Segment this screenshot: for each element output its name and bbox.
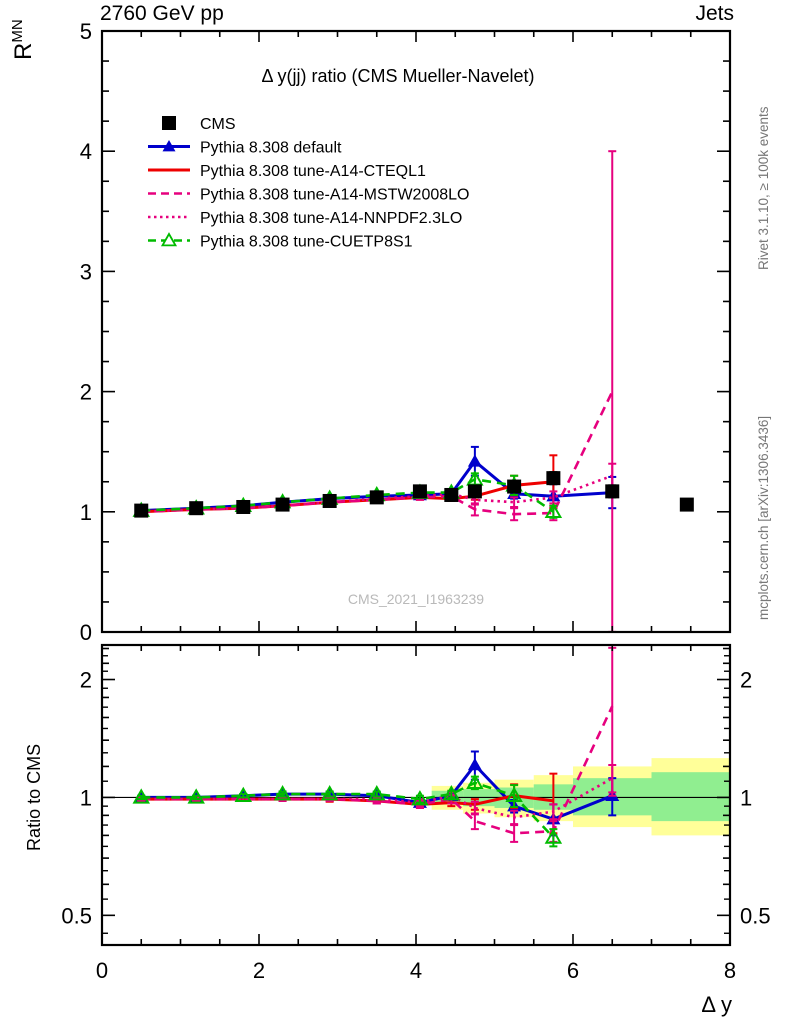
main-marker-square bbox=[134, 503, 149, 518]
main-marker-square bbox=[236, 499, 251, 514]
main-marker-triangle bbox=[467, 454, 482, 467]
header-left-label: 2760 GeV pp bbox=[100, 2, 224, 25]
xtick-label: 2 bbox=[253, 958, 265, 983]
ratio-ytick-label-right: 1 bbox=[740, 785, 752, 810]
ratio-ytick-label: 2 bbox=[80, 668, 92, 693]
ratio-marker-triangle-open bbox=[234, 786, 253, 802]
main-marker-square bbox=[467, 484, 482, 499]
xtick-label: 4 bbox=[410, 958, 422, 983]
ratio-marker-triangle-open bbox=[442, 785, 461, 801]
ratio-marker-triangle-open bbox=[466, 773, 484, 790]
main-panel-frame bbox=[100, 29, 732, 634]
main-marker-square bbox=[507, 479, 522, 494]
legend-label-4: Pythia 8.308 tune-A14-NNPDF2.3LO bbox=[200, 210, 462, 227]
legend-marker-triangle bbox=[162, 140, 176, 152]
main-line-pythia-8-308-tune-cuetp8s1 bbox=[141, 477, 555, 513]
main-marker-square bbox=[412, 484, 427, 499]
main-marker-square bbox=[679, 497, 694, 512]
main-marker-square bbox=[605, 484, 620, 499]
side-label-rivet: Rivet 3.1.10, ≥ 100k events bbox=[756, 106, 771, 270]
ratio-marker-triangle-open bbox=[187, 788, 205, 804]
ratio-marker-triangle-open bbox=[411, 790, 429, 806]
ratio-ytick-label: 0.5 bbox=[61, 903, 92, 928]
ratio-marker-triangle-open bbox=[368, 785, 386, 801]
legend-marker-cms bbox=[162, 116, 176, 130]
ratio-line-pythia-8-308-tune-a14-nnpdf2-3lo bbox=[141, 777, 613, 819]
ratio-marker-triangle-open bbox=[273, 785, 292, 801]
main-ytick-label: 4 bbox=[80, 139, 92, 164]
main-plot-title: Δ y(jj) ratio (CMS Mueller-Navelet) bbox=[261, 66, 534, 86]
main-ytick-label: 1 bbox=[80, 500, 92, 525]
watermark-label: CMS_2021_I1963239 bbox=[348, 591, 484, 607]
header-right-label: Jets bbox=[695, 2, 734, 25]
main-ytick-label: 0 bbox=[80, 620, 92, 645]
legend-label-2: Pythia 8.308 tune-A14-CTEQL1 bbox=[200, 163, 426, 180]
ratio-ytick-label-right: 0.5 bbox=[740, 903, 771, 928]
ratio-line-pythia-8-308-tune-a14-mstw2008lo bbox=[141, 705, 614, 835]
legend-label-5: Pythia 8.308 tune-CUETP8S1 bbox=[200, 234, 413, 251]
side-label-mcplots: mcplots.cern.ch [arXiv:1306.3436] bbox=[756, 416, 771, 620]
xtick-label: 6 bbox=[567, 958, 579, 983]
main-ytick-label: 2 bbox=[80, 380, 92, 405]
main-marker-square bbox=[369, 490, 384, 505]
main-marker-square bbox=[546, 471, 561, 486]
main-marker-square bbox=[444, 487, 459, 502]
main-marker-square bbox=[322, 493, 337, 508]
main-ytick-label: 5 bbox=[80, 19, 92, 44]
main-marker-triangle-open bbox=[544, 502, 563, 519]
ratio-line-pythia-8-308-tune-cuetp8s1 bbox=[141, 781, 555, 839]
ratio-marker-triangle-open bbox=[320, 785, 339, 801]
ratio-ytick-label-right: 2 bbox=[740, 668, 752, 693]
main-ytick-label: 3 bbox=[80, 259, 92, 284]
xtick-label: 8 bbox=[724, 958, 736, 983]
ratio-marker-triangle-open bbox=[132, 788, 150, 804]
ratio-band-inner bbox=[651, 772, 730, 822]
ratio-marker-triangle-open bbox=[505, 786, 523, 802]
main-line-pythia-8-308-tune-a14-mstw2008lo bbox=[141, 391, 614, 516]
xaxis-label: Δ y bbox=[701, 992, 732, 1017]
legend-label-1: Pythia 8.308 default bbox=[200, 140, 342, 157]
main-marker-square bbox=[189, 501, 204, 516]
main-yaxis-label: RMN bbox=[9, 19, 37, 60]
main-marker-square bbox=[275, 497, 290, 512]
legend-label-3: Pythia 8.308 tune-A14-MSTW2008LO bbox=[200, 187, 469, 204]
legend-marker-triangle-open bbox=[160, 232, 178, 247]
ratio-yaxis-label: Ratio to CMS bbox=[24, 744, 44, 851]
legend-label-0: CMS bbox=[200, 116, 236, 133]
ratio-marker-triangle bbox=[467, 758, 482, 771]
ratio-ytick-label: 1 bbox=[80, 785, 92, 810]
ratio-marker-triangle-open bbox=[544, 828, 563, 844]
xtick-label: 0 bbox=[96, 958, 108, 983]
